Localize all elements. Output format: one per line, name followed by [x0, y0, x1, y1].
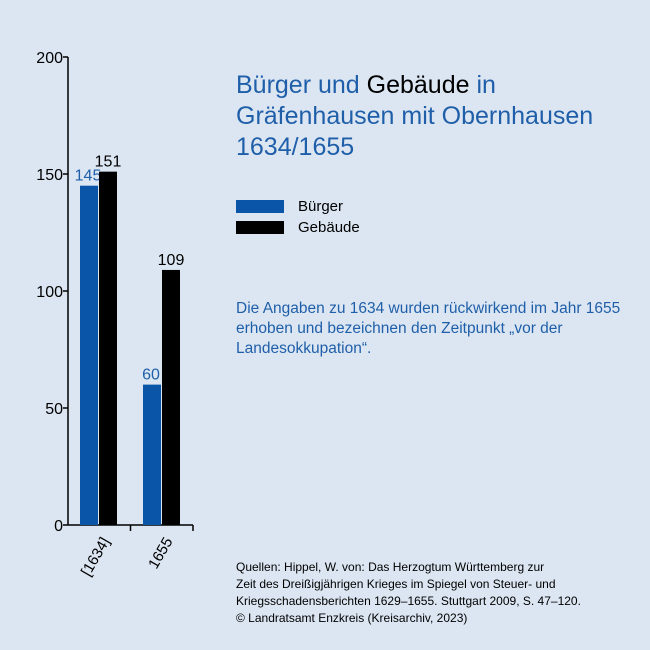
sources-line-2: Zeit des Dreißigjährigen Krieges im Spie…	[236, 577, 556, 591]
y-tick-label: 150	[36, 167, 63, 184]
legend-swatch-buerger	[236, 200, 284, 213]
bar-buerger	[80, 185, 98, 525]
title-line-2: Gräfenhausen mit Obernhausen	[236, 102, 594, 130]
legend-item-buerger: Bürger	[236, 196, 360, 217]
legend-label-buerger: Bürger	[298, 198, 344, 215]
y-tick-label: 50	[45, 401, 63, 418]
data-label: 151	[95, 154, 122, 171]
legend-swatch-gebaeude	[236, 221, 284, 234]
sources-line-1: Quellen: Hippel, W. von: Das Herzogtum W…	[236, 560, 545, 574]
title-line-3: 1634/1655	[236, 133, 355, 161]
data-label: 109	[158, 252, 185, 269]
copyright-line: © Landratsamt Enzkreis (Kreisarchiv, 202…	[236, 611, 468, 625]
chart-title: Bürger und Gebäude in Gräfenhausen mit O…	[236, 70, 636, 163]
legend-item-gebaeude: Gebäude	[236, 217, 360, 238]
y-tick-label: 200	[36, 50, 63, 67]
bar-buerger	[143, 384, 161, 525]
x-category-label: [1634]	[78, 535, 114, 580]
y-tick-label: 0	[54, 518, 63, 535]
title-part-gebaeude: Gebäude	[366, 71, 470, 99]
title-part-buerger: Bürger und	[236, 71, 367, 99]
x-category-label: 1655	[145, 535, 176, 572]
sources: Quellen: Hippel, W. von: Das Herzogtum W…	[236, 559, 636, 627]
note-text: Die Angaben zu 1634 wurden rückwirkend i…	[236, 300, 621, 357]
legend: Bürger Gebäude	[236, 196, 360, 238]
legend-label-gebaeude: Gebäude	[298, 219, 360, 236]
title-part-in: in	[469, 71, 496, 99]
bar-gebaeude	[162, 269, 180, 525]
data-label: 60	[142, 367, 160, 384]
bar-gebaeude	[99, 171, 117, 525]
data-label: 145	[75, 168, 102, 185]
y-tick-label: 100	[36, 284, 63, 301]
sources-line-3: Kriegsschadensberichten 1629–1655. Stutt…	[236, 594, 581, 608]
